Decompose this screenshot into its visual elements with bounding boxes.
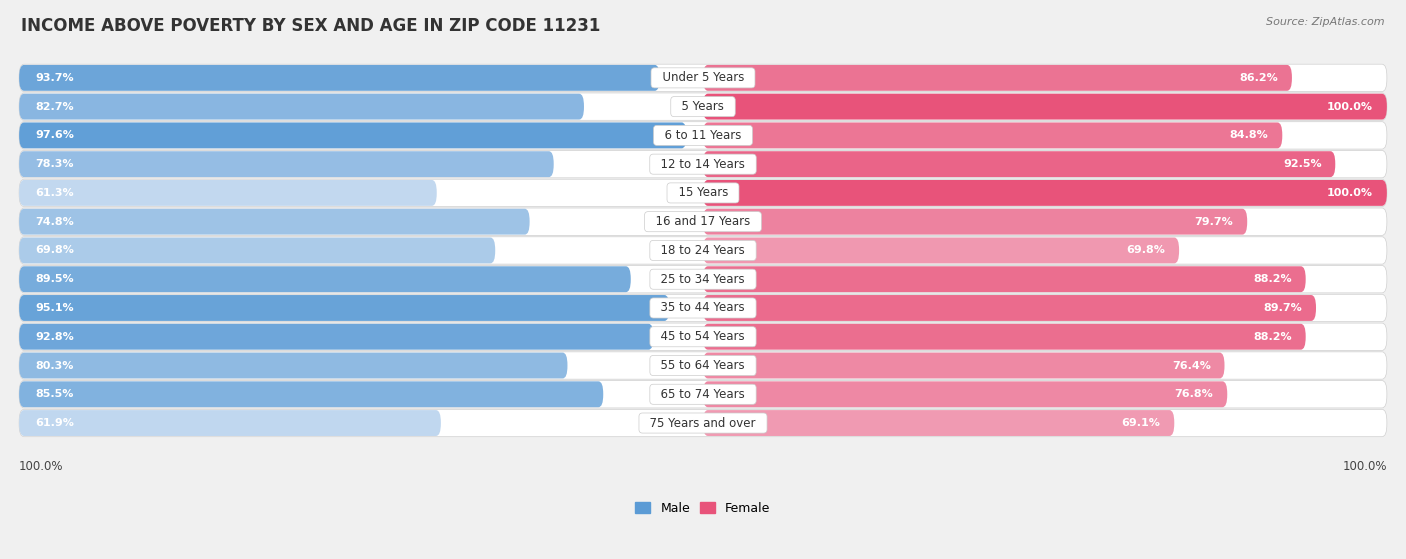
Text: 15 Years: 15 Years bbox=[671, 186, 735, 200]
FancyBboxPatch shape bbox=[703, 151, 1336, 177]
Text: 88.2%: 88.2% bbox=[1253, 331, 1292, 342]
FancyBboxPatch shape bbox=[703, 209, 1247, 235]
Text: 92.8%: 92.8% bbox=[35, 331, 75, 342]
Text: 84.8%: 84.8% bbox=[1230, 130, 1268, 140]
FancyBboxPatch shape bbox=[703, 324, 1306, 350]
Text: 16 and 17 Years: 16 and 17 Years bbox=[648, 215, 758, 228]
FancyBboxPatch shape bbox=[20, 180, 437, 206]
FancyBboxPatch shape bbox=[20, 151, 554, 177]
FancyBboxPatch shape bbox=[703, 122, 1282, 148]
Text: 25 to 34 Years: 25 to 34 Years bbox=[654, 273, 752, 286]
Text: 89.7%: 89.7% bbox=[1264, 303, 1302, 313]
Text: 76.8%: 76.8% bbox=[1175, 389, 1213, 399]
Text: 100.0%: 100.0% bbox=[1343, 460, 1386, 473]
Text: Source: ZipAtlas.com: Source: ZipAtlas.com bbox=[1267, 17, 1385, 27]
Text: 82.7%: 82.7% bbox=[35, 102, 75, 112]
Text: 89.5%: 89.5% bbox=[35, 274, 75, 284]
Text: 69.8%: 69.8% bbox=[1126, 245, 1166, 255]
FancyBboxPatch shape bbox=[20, 209, 530, 235]
FancyBboxPatch shape bbox=[703, 65, 1292, 91]
FancyBboxPatch shape bbox=[703, 238, 1180, 263]
FancyBboxPatch shape bbox=[20, 64, 1386, 92]
FancyBboxPatch shape bbox=[703, 410, 1174, 436]
Text: 100.0%: 100.0% bbox=[20, 460, 63, 473]
Text: 6 to 11 Years: 6 to 11 Years bbox=[657, 129, 749, 142]
FancyBboxPatch shape bbox=[20, 352, 1386, 379]
Text: 69.1%: 69.1% bbox=[1122, 418, 1160, 428]
FancyBboxPatch shape bbox=[20, 93, 1386, 120]
FancyBboxPatch shape bbox=[20, 381, 1386, 408]
FancyBboxPatch shape bbox=[703, 381, 1227, 407]
Text: 74.8%: 74.8% bbox=[35, 217, 75, 227]
FancyBboxPatch shape bbox=[20, 409, 1386, 437]
Text: 100.0%: 100.0% bbox=[1327, 188, 1374, 198]
FancyBboxPatch shape bbox=[20, 266, 631, 292]
Text: 88.2%: 88.2% bbox=[1253, 274, 1292, 284]
Text: 97.6%: 97.6% bbox=[35, 130, 75, 140]
FancyBboxPatch shape bbox=[20, 324, 654, 350]
FancyBboxPatch shape bbox=[20, 122, 1386, 149]
Text: 80.3%: 80.3% bbox=[35, 361, 75, 371]
Text: 45 to 54 Years: 45 to 54 Years bbox=[654, 330, 752, 343]
FancyBboxPatch shape bbox=[20, 294, 1386, 321]
FancyBboxPatch shape bbox=[20, 150, 1386, 178]
Text: 12 to 14 Years: 12 to 14 Years bbox=[654, 158, 752, 170]
FancyBboxPatch shape bbox=[20, 237, 1386, 264]
FancyBboxPatch shape bbox=[20, 65, 659, 91]
Text: 92.5%: 92.5% bbox=[1282, 159, 1322, 169]
FancyBboxPatch shape bbox=[20, 410, 441, 436]
FancyBboxPatch shape bbox=[20, 122, 686, 148]
FancyBboxPatch shape bbox=[703, 266, 1306, 292]
FancyBboxPatch shape bbox=[20, 238, 495, 263]
Text: 86.2%: 86.2% bbox=[1240, 73, 1278, 83]
Text: 93.7%: 93.7% bbox=[35, 73, 75, 83]
FancyBboxPatch shape bbox=[703, 94, 1386, 120]
FancyBboxPatch shape bbox=[20, 266, 1386, 293]
FancyBboxPatch shape bbox=[703, 180, 1386, 206]
Text: 75 Years and over: 75 Years and over bbox=[643, 416, 763, 429]
FancyBboxPatch shape bbox=[20, 381, 603, 407]
Text: 100.0%: 100.0% bbox=[1327, 102, 1374, 112]
Text: 78.3%: 78.3% bbox=[35, 159, 75, 169]
Text: 18 to 24 Years: 18 to 24 Years bbox=[654, 244, 752, 257]
Text: 65 to 74 Years: 65 to 74 Years bbox=[654, 388, 752, 401]
Text: INCOME ABOVE POVERTY BY SEX AND AGE IN ZIP CODE 11231: INCOME ABOVE POVERTY BY SEX AND AGE IN Z… bbox=[21, 17, 600, 35]
FancyBboxPatch shape bbox=[20, 295, 669, 321]
Text: 5 Years: 5 Years bbox=[675, 100, 731, 113]
Text: 35 to 44 Years: 35 to 44 Years bbox=[654, 301, 752, 315]
Text: 69.8%: 69.8% bbox=[35, 245, 75, 255]
FancyBboxPatch shape bbox=[703, 295, 1316, 321]
Legend: Male, Female: Male, Female bbox=[630, 497, 776, 520]
FancyBboxPatch shape bbox=[20, 94, 583, 120]
Text: 95.1%: 95.1% bbox=[35, 303, 75, 313]
FancyBboxPatch shape bbox=[20, 353, 568, 378]
FancyBboxPatch shape bbox=[20, 208, 1386, 235]
Text: 76.4%: 76.4% bbox=[1171, 361, 1211, 371]
FancyBboxPatch shape bbox=[20, 179, 1386, 207]
Text: 61.9%: 61.9% bbox=[35, 418, 75, 428]
FancyBboxPatch shape bbox=[20, 323, 1386, 350]
FancyBboxPatch shape bbox=[703, 353, 1225, 378]
Text: Under 5 Years: Under 5 Years bbox=[655, 72, 751, 84]
Text: 55 to 64 Years: 55 to 64 Years bbox=[654, 359, 752, 372]
Text: 85.5%: 85.5% bbox=[35, 389, 75, 399]
Text: 61.3%: 61.3% bbox=[35, 188, 75, 198]
Text: 79.7%: 79.7% bbox=[1195, 217, 1233, 227]
